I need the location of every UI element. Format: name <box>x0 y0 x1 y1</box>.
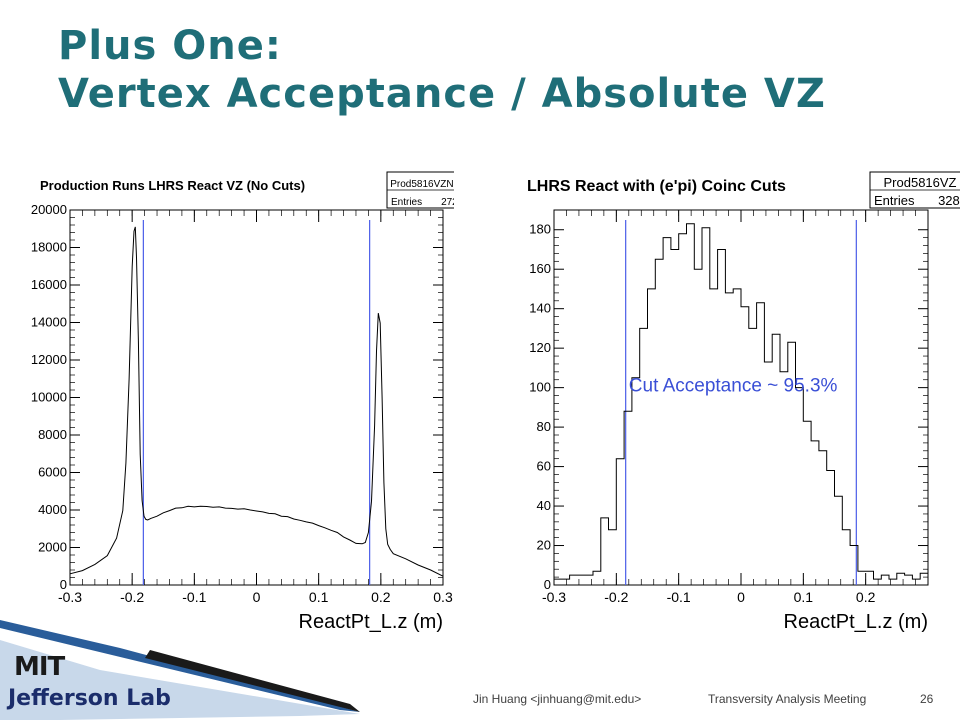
plot2-stats-entries-label: Entries <box>874 193 915 208</box>
plot2-y-tick-label: 100 <box>529 380 551 395</box>
plot1-stats-name: Prod5816VZNoCuts <box>390 179 454 190</box>
page-number: 26 <box>920 692 934 706</box>
plot2-y-tick-label: 140 <box>529 301 551 316</box>
plot1-frame <box>69 209 444 586</box>
plot1-x-axis-label: ReactPt_L.z (m) <box>299 611 443 632</box>
plot1-y-tick-label: 6000 <box>38 465 67 480</box>
plot2-y-tick-label: 40 <box>537 498 551 513</box>
plot2-y-tick-label: 160 <box>529 261 551 276</box>
plot1-y-tick-label: 4000 <box>38 502 67 517</box>
plot1-title: Production Runs LHRS React VZ (No Cuts) <box>40 178 305 193</box>
plot2-y-tick-label: 0 <box>544 577 551 592</box>
plot2-y-tick-label: 20 <box>537 538 551 553</box>
mit-logo: MIT <box>14 652 65 682</box>
plot2-x-tick-label: 0.1 <box>794 589 814 605</box>
plot2-x-tick-label: 0.2 <box>856 589 876 605</box>
plot1-y-tick-label: 2000 <box>38 540 67 555</box>
plot2-stats-name: Prod5816VZ <box>884 175 957 190</box>
slide-title-line-1: Plus One: <box>58 23 282 69</box>
plot2-y-tick-label: 120 <box>529 340 551 355</box>
plot1-series-line <box>69 226 444 577</box>
histogram-no-cuts: Production Runs LHRS React VZ (No Cuts) P… <box>31 171 454 632</box>
footer-meeting: Transversity Analysis Meeting <box>708 692 867 706</box>
plot1-y-tick-label: 8000 <box>38 427 67 442</box>
plot1-stats-entries-label: Entries <box>391 197 422 208</box>
histogram-coinc-cuts: LHRS React with (e'pi) Coinc Cuts Prod581… <box>527 171 960 632</box>
plot1-y-tick-label: 18000 <box>31 240 67 255</box>
decorative-swoosh <box>0 620 360 720</box>
plot2-x-tick-label: -0.3 <box>542 589 566 605</box>
plot1-x-tick-label: 0.1 <box>309 589 329 605</box>
plot2-y-tick-label: 180 <box>529 222 551 237</box>
plot2-stats-entries-value: 3281 <box>938 193 960 208</box>
plot2-x-axis-label: ReactPt_L.z (m) <box>784 611 928 632</box>
plot1-x-tick-label: -0.1 <box>182 589 206 605</box>
plot1-y-tick-label: 20000 <box>31 202 67 217</box>
plot2-x-tick-label: 0 <box>737 589 745 605</box>
slide-title-line-2: Vertex Acceptance / Absolute VZ <box>58 71 826 117</box>
plot1-stats-entries-value: 2724962 <box>441 197 454 208</box>
plot2-y-tick-label: 60 <box>537 459 551 474</box>
plot2-x-tick-label: -0.1 <box>667 589 691 605</box>
plot1-x-tick-label: 0.2 <box>371 589 391 605</box>
plot1-y-tick-label: 16000 <box>31 277 67 292</box>
plot1-y-tick-label: 14000 <box>31 315 67 330</box>
plot1-y-tick-label: 10000 <box>31 390 67 405</box>
plot2-y-tick-label: 80 <box>537 419 551 434</box>
plot1-y-tick-label: 0 <box>60 577 67 592</box>
plot1-y-tick-label: 12000 <box>31 352 67 367</box>
slide-title: Plus One: Vertex Acceptance / Absolute V… <box>58 22 938 118</box>
plot2-histogram-outline <box>553 223 928 585</box>
plot1-x-tick-label: 0.3 <box>433 589 453 605</box>
plot2-title: LHRS React with (e'pi) Coinc Cuts <box>527 178 786 195</box>
logos: MIT Jefferson Lab <box>8 652 198 720</box>
plot1-x-tick-label: -0.3 <box>58 589 82 605</box>
footer-author: Jin Huang <jinhuang@mit.edu> <box>473 692 642 706</box>
plot2-annotation: Cut Acceptance ~ 95.3% <box>629 376 838 397</box>
plot1-x-tick-label: 0 <box>253 589 261 605</box>
plot1-x-tick-label: -0.2 <box>120 589 144 605</box>
plot2-frame <box>553 209 929 586</box>
plot2-x-tick-label: -0.2 <box>604 589 628 605</box>
jefferson-lab-logo: Jefferson Lab <box>8 686 171 711</box>
